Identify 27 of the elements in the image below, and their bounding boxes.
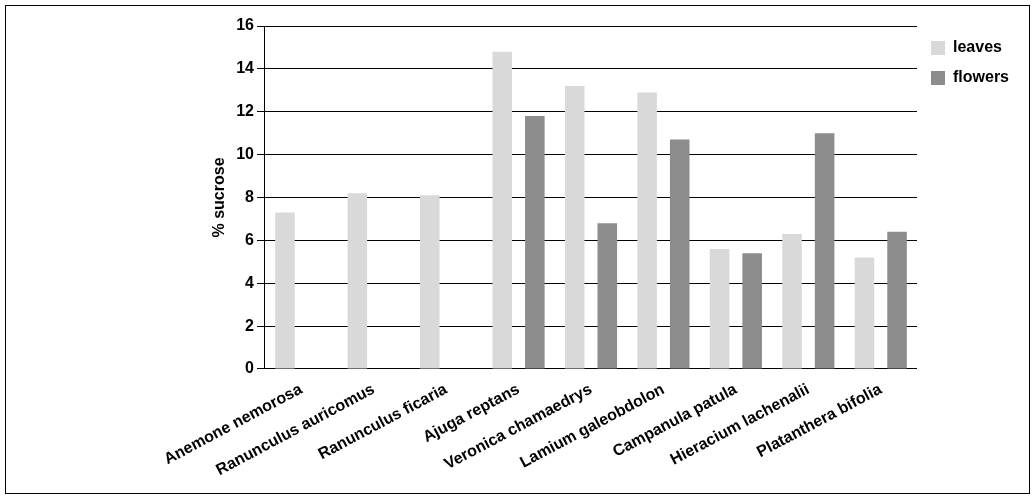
y-tick-label: 0 [245, 359, 255, 377]
bar [492, 51, 513, 369]
bar [637, 92, 657, 369]
y-tick-label: 10 [236, 145, 255, 163]
bar [275, 212, 295, 369]
bar [564, 86, 585, 369]
legend-label: flowers [952, 68, 1010, 86]
bar [742, 253, 762, 369]
bar [854, 257, 875, 369]
bar [597, 223, 618, 369]
bar [420, 195, 440, 369]
bar [814, 133, 835, 369]
bar [347, 193, 368, 369]
y-tick-label: 16 [236, 16, 255, 34]
y-tick-label: 14 [236, 59, 255, 77]
bar [782, 233, 802, 369]
y-tick-label: 12 [236, 102, 255, 120]
bar [709, 248, 730, 369]
bar [525, 116, 545, 369]
y-tick-label: 6 [245, 230, 255, 248]
legend-label: leaves [952, 38, 1003, 56]
y-tick-label: 2 [245, 316, 255, 334]
y-tick-label: 8 [245, 187, 255, 205]
bar [669, 139, 690, 369]
bar [887, 231, 907, 369]
y-axis-title: % sucrose [210, 157, 228, 238]
y-tick-label: 4 [245, 273, 255, 291]
